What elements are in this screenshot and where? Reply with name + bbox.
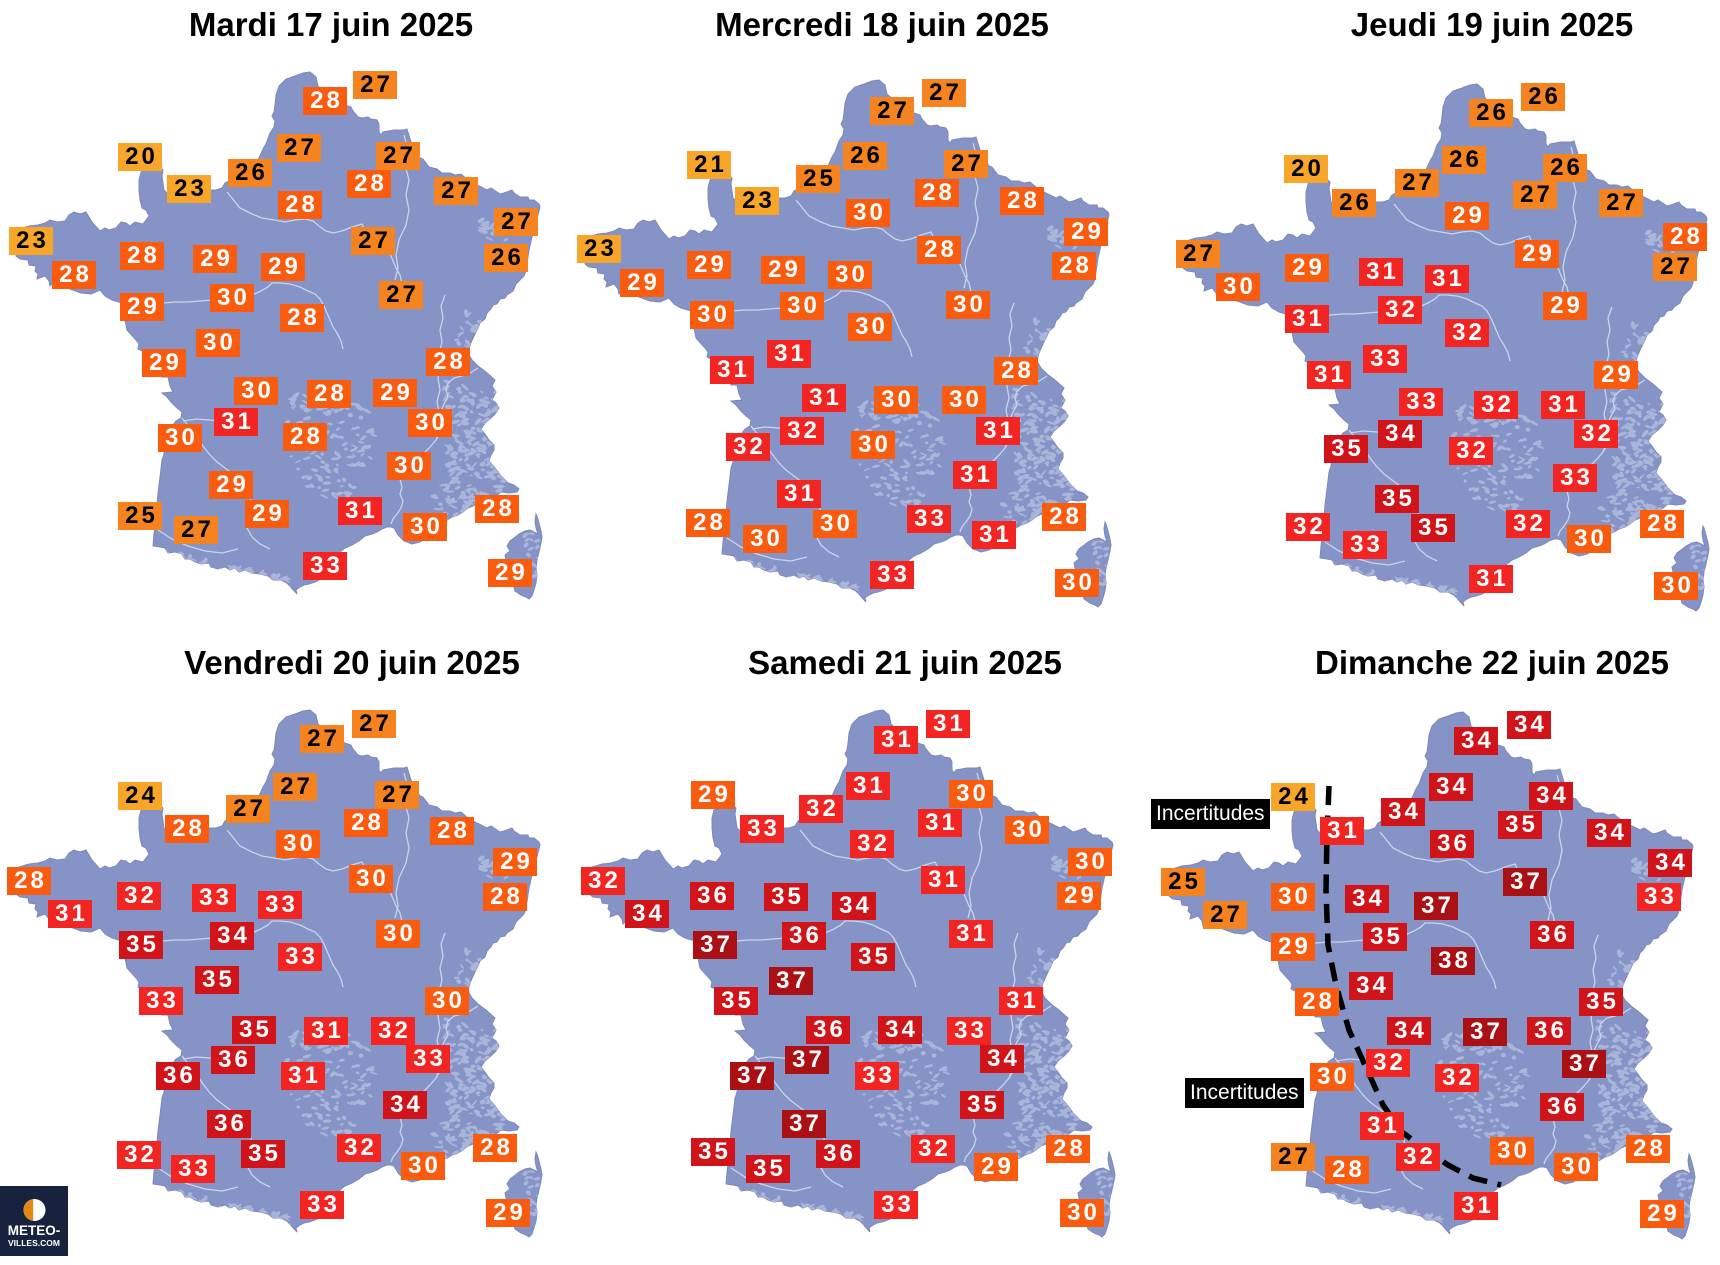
svg-text:VILLES.COM: VILLES.COM <box>8 1238 60 1248</box>
svg-text:METEO-: METEO- <box>8 1223 61 1238</box>
